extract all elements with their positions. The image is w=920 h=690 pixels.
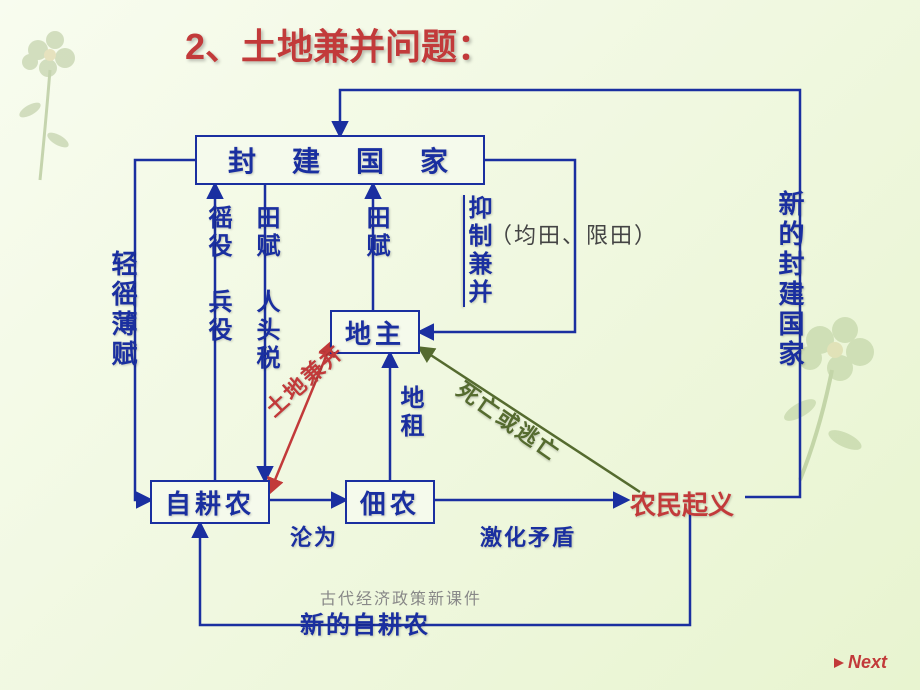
label-field-tax: 田赋 — [358, 205, 393, 261]
label-light-tax: 轻徭薄赋 — [105, 250, 142, 370]
label-death-flee: 死亡或逃亡 — [451, 373, 568, 468]
node-feudal-state: 封 建 国 家 — [195, 135, 485, 185]
node-peasant-uprising: 农民起义 — [630, 485, 734, 522]
label-juntian: （均田、限田） — [490, 218, 658, 250]
bg-flower-right — [700, 280, 920, 500]
node-landlord: 地主 — [330, 310, 420, 354]
label-corvee: 徭役 兵役 — [200, 205, 235, 345]
label-tax-head: 田赋 人头税 — [248, 205, 283, 373]
label-new-peasant: 新的自耕农 — [300, 605, 430, 640]
next-button[interactable]: Next — [832, 652, 887, 673]
next-label: Next — [848, 652, 887, 673]
bg-flower-top-left — [0, 10, 120, 190]
slide-title: 2、土地兼并问题： — [185, 18, 493, 70]
label-new-state: 新的封建国家 — [772, 190, 809, 370]
node-self-farmer: 自耕农 — [150, 480, 270, 524]
label-suppress-annex: 抑制兼并 — [460, 195, 495, 307]
next-arrow-icon — [832, 656, 846, 670]
label-intensify: 激化矛盾 — [480, 520, 576, 552]
footer-caption: 古代经济政策新课件 — [320, 585, 482, 609]
label-become-tenant: 沦为 — [290, 520, 338, 552]
label-land-rent: 地租 — [392, 385, 427, 441]
node-tenant-farmer: 佃农 — [345, 480, 435, 524]
